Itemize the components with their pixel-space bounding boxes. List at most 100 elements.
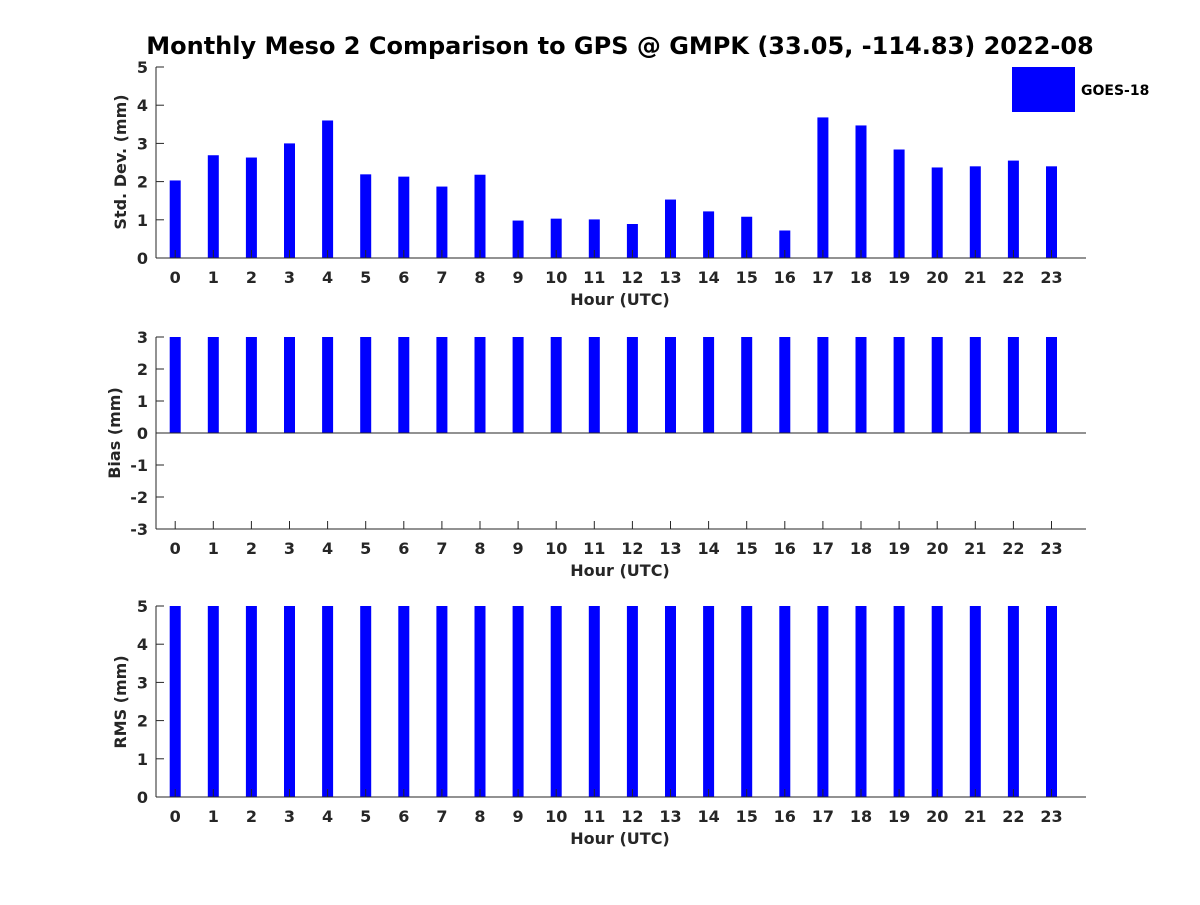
x-tick-label: 9 [513, 539, 524, 558]
y-tick-label: 2 [137, 173, 148, 192]
bar-hour-3 [284, 337, 295, 433]
bar-hour-1 [207, 337, 219, 433]
bar-hour-3 [284, 606, 295, 797]
bar-hour-1 [207, 606, 219, 797]
x-tick-label: 16 [774, 268, 796, 287]
bar-hour-21 [969, 337, 981, 433]
y-tick-label: 2 [137, 360, 148, 379]
bar-hour-14 [703, 211, 715, 258]
bar-hour-9 [512, 606, 524, 797]
bar-hour-7 [436, 337, 448, 433]
x-tick-label: 2 [246, 268, 257, 287]
bar-hour-11 [588, 606, 600, 797]
x-tick-label: 9 [513, 268, 524, 287]
x-axis-label: Hour (UTC) [570, 829, 670, 848]
x-tick-label: 1 [208, 268, 219, 287]
bar-hour-15 [741, 337, 753, 433]
bar-hour-13 [665, 606, 676, 797]
x-tick-label: 13 [659, 268, 681, 287]
bar-hour-23 [1046, 337, 1057, 433]
bar-hour-4 [322, 337, 334, 433]
bar-hour-23 [1046, 166, 1057, 258]
bar-hour-4 [322, 120, 334, 258]
x-tick-label: 1 [208, 807, 219, 826]
bar-hour-12 [626, 337, 638, 433]
bar-hour-2 [245, 157, 257, 258]
x-tick-label: 2 [246, 807, 257, 826]
y-tick-label: 1 [137, 750, 148, 769]
x-tick-label: 2 [246, 539, 257, 558]
bar-hour-18 [855, 337, 867, 433]
x-tick-label: 16 [774, 539, 796, 558]
bar-hour-18 [855, 606, 867, 797]
y-tick-label: -3 [130, 520, 148, 539]
x-tick-label: 17 [812, 807, 834, 826]
y-tick-label: 1 [137, 211, 148, 230]
y-tick-label: 0 [137, 424, 148, 443]
bar-hour-11 [588, 337, 600, 433]
bar-hour-10 [550, 218, 562, 258]
bar-hour-10 [550, 606, 562, 797]
y-tick-label: -2 [130, 488, 148, 507]
bar-hour-0 [169, 180, 181, 258]
bar-hour-8 [474, 174, 486, 258]
x-tick-label: 3 [284, 807, 295, 826]
bar-hour-16 [779, 606, 791, 797]
x-tick-label: 5 [360, 539, 371, 558]
x-tick-label: 22 [1002, 539, 1024, 558]
legend-label-goes-18: GOES-18 [1081, 83, 1149, 99]
y-tick-label: 3 [137, 673, 148, 692]
x-tick-label: 23 [1040, 268, 1062, 287]
bar-hour-5 [360, 174, 372, 258]
bar-hour-2 [245, 337, 257, 433]
legend: GOES-18 [1012, 67, 1149, 112]
x-tick-label: 7 [436, 268, 447, 287]
x-tick-label: 9 [513, 807, 524, 826]
bar-hour-7 [436, 606, 448, 797]
bar-hour-6 [398, 606, 410, 797]
x-tick-label: 0 [170, 807, 181, 826]
bar-hour-14 [703, 606, 715, 797]
bar-hour-15 [741, 216, 753, 258]
x-tick-label: 22 [1002, 807, 1024, 826]
x-tick-label: 3 [284, 268, 295, 287]
y-tick-label: 5 [137, 58, 148, 77]
bar-hour-19 [893, 149, 905, 258]
bar-hour-0 [169, 337, 181, 433]
x-tick-label: 5 [360, 807, 371, 826]
y-tick-label: 3 [137, 134, 148, 153]
x-tick-label: 0 [170, 539, 181, 558]
x-tick-label: 15 [736, 539, 758, 558]
bar-hour-14 [703, 337, 715, 433]
bar-hour-19 [893, 337, 905, 433]
x-tick-label: 21 [964, 807, 986, 826]
x-axis-label: Hour (UTC) [570, 290, 670, 309]
x-tick-label: 6 [398, 539, 409, 558]
x-tick-label: 12 [621, 807, 643, 826]
y-tick-label: 3 [137, 328, 148, 347]
bar-hour-7 [436, 186, 448, 258]
bar-hour-6 [398, 337, 410, 433]
bar-hour-12 [626, 224, 638, 258]
x-tick-label: 14 [697, 268, 719, 287]
x-tick-label: 20 [926, 268, 948, 287]
bar-hour-9 [512, 337, 524, 433]
x-axis-label: Hour (UTC) [570, 561, 670, 580]
bar-hour-6 [398, 176, 410, 258]
x-tick-label: 10 [545, 539, 567, 558]
x-tick-label: 4 [322, 807, 333, 826]
x-tick-label: 0 [170, 268, 181, 287]
bar-hour-16 [779, 337, 791, 433]
bar-hour-17 [817, 117, 829, 258]
bar-hour-19 [893, 606, 905, 797]
x-tick-label: 21 [964, 268, 986, 287]
x-tick-label: 8 [474, 268, 485, 287]
x-tick-label: 23 [1040, 807, 1062, 826]
x-tick-label: 11 [583, 539, 605, 558]
x-tick-label: 17 [812, 268, 834, 287]
x-tick-label: 13 [659, 539, 681, 558]
x-tick-label: 13 [659, 807, 681, 826]
